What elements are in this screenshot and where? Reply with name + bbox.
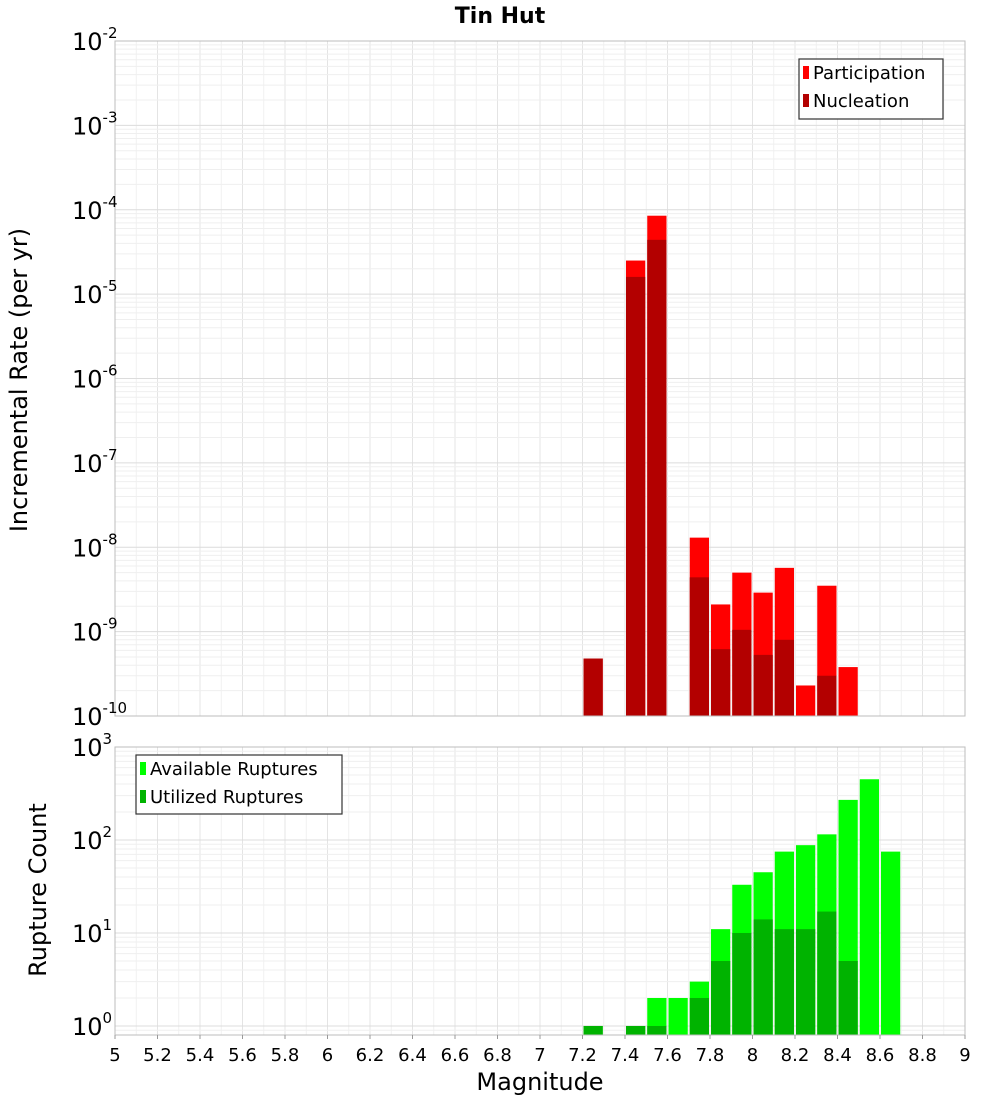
y-axis-label-rate: Incremental Rate (per yr) — [5, 228, 33, 532]
y-axis-label-count: Rupture Count — [24, 803, 52, 977]
x-tick-label: 7.2 — [568, 1045, 597, 1066]
x-tick-label: 5.4 — [186, 1045, 215, 1066]
bar-primary — [881, 851, 901, 1035]
y-tick-label: 102 — [72, 823, 112, 855]
x-tick-label: 5 — [109, 1045, 120, 1066]
plot-frame — [114, 40, 966, 717]
legend-label: Available Ruptures — [150, 759, 318, 780]
legend-label: Participation — [813, 63, 925, 84]
x-tick-label: 8.8 — [908, 1045, 937, 1066]
x-tick-label: 8.2 — [781, 1045, 810, 1066]
x-tick-label: 7.6 — [653, 1045, 682, 1066]
bar-secondary — [647, 239, 667, 716]
x-tick-label: 6.6 — [441, 1045, 470, 1066]
x-tick-label: 8 — [747, 1045, 758, 1066]
y-tick-label: 101 — [72, 916, 112, 948]
bar-secondary — [774, 929, 794, 1035]
bar-secondary — [711, 649, 731, 716]
legend-label: Utilized Ruptures — [150, 787, 303, 808]
bar-secondary — [711, 960, 731, 1035]
legend-box — [135, 754, 343, 815]
chart-title: Tin Hut — [455, 4, 546, 29]
y-tick-label: 10-10 — [72, 699, 127, 731]
y-tick-label: 10-8 — [72, 530, 118, 562]
bar-secondary — [647, 1025, 667, 1035]
bar-secondary — [732, 932, 752, 1035]
y-tick-label: 10-9 — [72, 615, 118, 647]
y-tick-label: 10-3 — [72, 108, 118, 140]
bar-secondary — [796, 929, 816, 1035]
y-tick-label: 100 — [72, 1009, 112, 1041]
x-tick-label: 6 — [322, 1045, 333, 1066]
bar-secondary — [817, 911, 837, 1035]
legend-swatch — [140, 762, 146, 775]
bar-secondary — [817, 675, 837, 716]
bar-secondary — [774, 639, 794, 716]
rupture-count-plot: 100 101 102 103 5 5.2 5.4 5.6 5.8 6 6.2 6.4 6.6 6.8 7 7… — [72, 730, 971, 1066]
x-axis-label: Magnitude — [476, 1068, 603, 1096]
bar-primary — [647, 997, 667, 1035]
x-tick-label: 8.6 — [866, 1045, 895, 1066]
bar-secondary — [732, 629, 752, 716]
x-tick-label: 7 — [534, 1045, 545, 1066]
x-tick-label: 6.2 — [356, 1045, 385, 1066]
x-tick-label: 5.6 — [228, 1045, 257, 1066]
legend-swatch — [803, 94, 809, 107]
y-tick-label: 10-4 — [72, 193, 118, 225]
y-tick-label: 10-7 — [72, 446, 118, 478]
y-tick-label: 103 — [72, 730, 112, 762]
x-tick-label: 9 — [959, 1045, 970, 1066]
y-tick-label: 10-2 — [72, 24, 118, 56]
bar-secondary — [583, 1025, 603, 1035]
y-tick-label: 10-6 — [72, 362, 118, 394]
bar-primary — [859, 779, 879, 1035]
bar-secondary — [626, 276, 646, 716]
x-tick-label: 6.4 — [398, 1045, 427, 1066]
x-tick-label: 7.8 — [696, 1045, 725, 1066]
x-tick-label: 5.2 — [143, 1045, 172, 1066]
bar-primary — [838, 667, 858, 716]
legend-swatch — [140, 790, 146, 803]
bar-secondary — [689, 577, 709, 716]
y-tick-label: 10-5 — [72, 277, 118, 309]
bar-secondary — [838, 960, 858, 1035]
bar-secondary — [583, 658, 603, 716]
bar-primary — [668, 997, 688, 1035]
x-tick-label: 5.8 — [271, 1045, 300, 1066]
bar-secondary — [626, 1025, 646, 1035]
x-tick-label: 6.8 — [483, 1045, 512, 1066]
bar-primary — [796, 685, 816, 716]
bar-secondary — [689, 997, 709, 1035]
incremental-rate-plot: 10-10 10-9 10-8 10-7 10-6 10-5 10-4 10-3 10-2 Par… — [72, 24, 966, 731]
x-tick-label: 8.4 — [823, 1045, 852, 1066]
legend-label: Nucleation — [813, 91, 909, 112]
legend-swatch — [803, 66, 809, 79]
x-tick-label: 7.4 — [611, 1045, 640, 1066]
bar-secondary — [753, 919, 773, 1035]
legend-box — [798, 58, 944, 120]
bar-secondary — [753, 654, 773, 716]
